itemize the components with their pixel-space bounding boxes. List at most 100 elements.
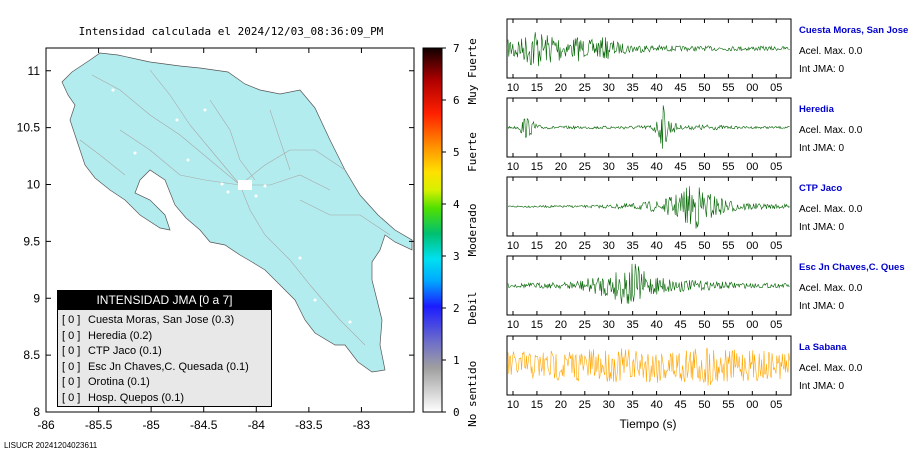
legend-item: [ 0 ] Esc Jn Chaves,C. Quesada (0.1) — [62, 360, 249, 373]
waveform-tick-label: 40 — [650, 161, 662, 173]
colorbar-category-label: Debil — [466, 291, 479, 324]
waveform-panel: 10 15 20 25 30 35 40 45 50 55 00 05 CTP Jaco Acel. Ma… — [506, 176, 863, 252]
waveform-tick-label: 50 — [698, 161, 710, 173]
waveform-tick-label: 20 — [555, 399, 567, 411]
waveform-trace — [507, 263, 790, 304]
waveform-tick-label: 25 — [579, 399, 591, 411]
waveform-tick-label: 10 — [507, 82, 519, 94]
waveform-tick-label: 20 — [555, 82, 567, 94]
waveform-tick-label: 35 — [627, 399, 639, 411]
waveform-tick-label: 45 — [674, 319, 686, 331]
footer-code: LISUCR 20241204023611 — [4, 441, 98, 450]
colorbar-tick-label: 4 — [453, 198, 460, 211]
waveform-tick-label: 05 — [770, 82, 782, 94]
waveform-tick-label: 15 — [531, 161, 543, 173]
waveform-panel: 10 15 20 25 30 35 40 45 50 55 00 05 Cuesta Moras, Sa… — [506, 18, 908, 94]
station-accel: Acel. Max. 0.0 — [799, 125, 863, 136]
map-x-tick-label: -86 — [37, 418, 55, 432]
colorbar-gradient — [422, 47, 443, 413]
station-accel: Acel. Max. 0.0 — [799, 204, 863, 215]
waveform-panel: 10 15 20 25 30 35 40 45 50 55 00 05 Heredia Acel. Max… — [506, 97, 863, 173]
waveform-frame — [506, 18, 792, 79]
waveform-frame — [506, 335, 792, 396]
waveform-tick-label: 55 — [722, 319, 734, 331]
waveform-tick-label: 10 — [507, 399, 519, 411]
waveform-tick-label: 40 — [650, 82, 662, 94]
waveform-tick-label: 10 — [507, 319, 519, 331]
waveform-tick-label: 50 — [698, 399, 710, 411]
legend-item: [ 0 ] Orotina (0.1) — [62, 376, 150, 389]
station-intensity: Int JMA: 0 — [799, 64, 844, 75]
waveform-panel: 10 15 20 25 30 35 40 45 50 55 00 05 La Sabana Acel. M… — [506, 335, 863, 411]
colorbar-tick-label: 0 — [453, 406, 460, 419]
intensity-colorbar: 0 1 2 3 4 5 6 7 No sentido Debil Moderado Fuerte Mu… — [422, 38, 479, 427]
station-intensity: Int JMA: 0 — [799, 143, 844, 154]
colorbar-category-label: Moderado — [466, 204, 479, 257]
waveform-tick-label: 30 — [603, 399, 615, 411]
waveform-tick-label: 20 — [555, 161, 567, 173]
legend-item: [ 0 ] Hosp. Quepos (0.1) — [62, 391, 184, 404]
waveform-tick-label: 00 — [746, 319, 758, 331]
waveform-panel: 10 15 20 25 30 35 40 45 50 55 00 05 Esc Jn Chaves,C.… — [506, 255, 905, 331]
map-x-tick-label: -83 — [353, 418, 371, 432]
station-intensity: Int JMA: 0 — [799, 301, 844, 312]
waveform-tick-label: 40 — [650, 319, 662, 331]
legend-title: INTENSIDAD JMA [0 a 7] — [58, 291, 271, 310]
waveform-tick-label: 05 — [770, 240, 782, 252]
waveform-tick-label: 50 — [698, 240, 710, 252]
waveform-tick-label: 05 — [770, 161, 782, 173]
waveform-tick-label: 10 — [507, 240, 519, 252]
waveform-tick-label: 45 — [674, 161, 686, 173]
waveform-tick-label: 15 — [531, 240, 543, 252]
map-title: Intensidad calculada el 2024/12/03_08:36… — [79, 25, 384, 38]
colorbar-tick-label: 3 — [453, 250, 460, 263]
map-roads — [79, 69, 391, 346]
legend-item: [ 0 ] CTP Jaco (0.1) — [62, 345, 162, 358]
colorbar-tick-label: 1 — [453, 354, 460, 367]
costa-rica-landmass — [61, 52, 413, 373]
waveform-tick-label: 35 — [627, 240, 639, 252]
waveform-tick-label: 35 — [627, 82, 639, 94]
waveform-tick-label: 45 — [674, 399, 686, 411]
map-x-tick-label: -84.5 — [190, 418, 218, 432]
waveform-tick-label: 35 — [627, 319, 639, 331]
map-y-tick-label: 10 — [27, 178, 41, 192]
waveform-tick-label: 10 — [507, 161, 519, 173]
waveform-panels: 10 15 20 25 30 35 40 45 50 55 00 05 Cuesta Moras, Sa… — [506, 18, 908, 411]
waveform-trace — [507, 105, 790, 149]
map-x-tick-label: -85.5 — [85, 418, 113, 432]
waveform-tick-label: 40 — [650, 399, 662, 411]
station-name: Esc Jn Chaves,C. Ques — [799, 262, 905, 273]
colorbar-category-label: Muy Fuerte — [466, 38, 479, 104]
waveform-tick-label: 25 — [579, 319, 591, 331]
colorbar-category-label: No sentido — [466, 361, 479, 427]
map-y-tick-label: 9 — [33, 291, 40, 305]
waveform-tick-label: 45 — [674, 240, 686, 252]
colorbar-tick-label: 2 — [453, 302, 460, 315]
waveform-tick-label: 55 — [722, 399, 734, 411]
station-name: Heredia — [799, 104, 835, 115]
legend-list: [ 0 ] Cuesta Moras, San Jose (0.3) [ 0 ] H… — [62, 313, 269, 407]
legend-item: [ 0 ] Cuesta Moras, San Jose (0.3) — [62, 314, 235, 326]
legend-item: [ 0 ] Heredia (0.2) — [62, 329, 153, 342]
waveform-trace — [507, 347, 790, 386]
map-y-tick-label: 8.5 — [23, 348, 40, 362]
map-y-tick-label: 10.5 — [17, 121, 41, 135]
map-legend: INTENSIDAD JMA [0 a 7] [ 0 ] Cuesta Moras… — [57, 290, 272, 407]
waveform-tick-label: 00 — [746, 161, 758, 173]
map-y-tick-label: 9.5 — [23, 234, 40, 248]
waveform-tick-label: 25 — [579, 82, 591, 94]
station-name: CTP Jaco — [799, 183, 842, 194]
waveform-tick-label: 40 — [650, 240, 662, 252]
station-accel: Acel. Max. 0.0 — [799, 283, 863, 294]
waveform-tick-label: 50 — [698, 82, 710, 94]
waveform-tick-label: 15 — [531, 319, 543, 331]
waveform-tick-label: 00 — [746, 82, 758, 94]
waveform-tick-label: 00 — [746, 399, 758, 411]
colorbar-tick-label: 6 — [453, 94, 460, 107]
waveform-trace — [507, 186, 790, 229]
colorbar-tick-label: 5 — [453, 146, 460, 159]
colorbar-tick-label: 7 — [453, 42, 460, 55]
colorbar-category-label: Fuerte — [466, 132, 479, 172]
